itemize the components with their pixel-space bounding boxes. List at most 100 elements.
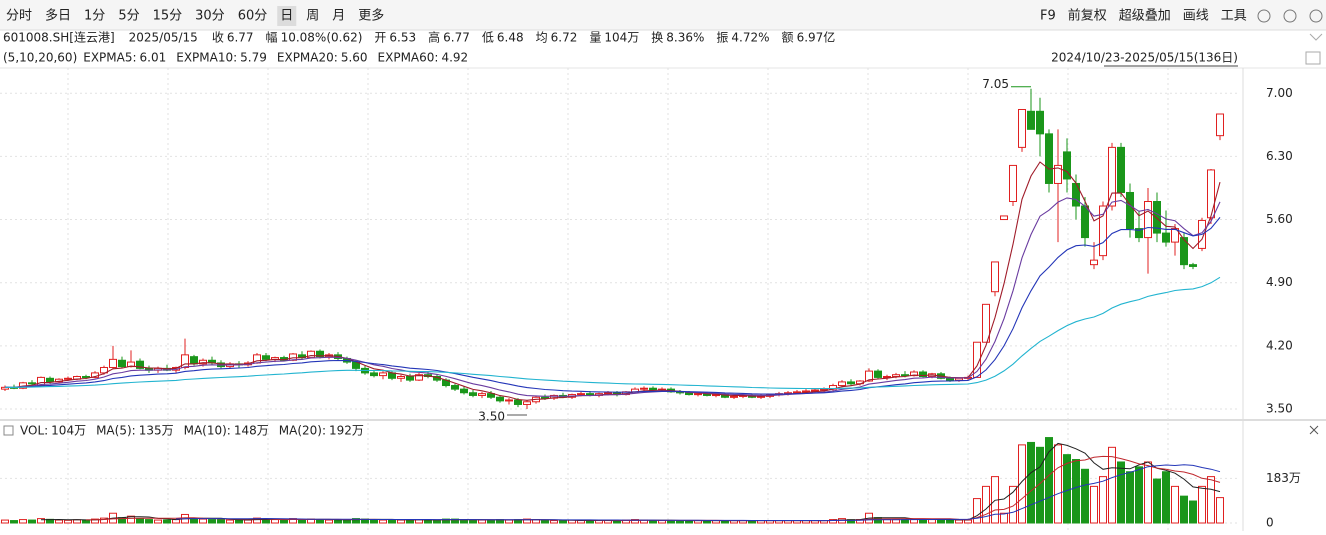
volume-bar	[487, 519, 495, 524]
toolbar-item[interactable]: 月	[332, 9, 345, 24]
info-value: 6.77	[227, 31, 254, 45]
volume-bar	[1009, 485, 1017, 524]
legend-label: EXPMA5:	[83, 51, 136, 65]
toolbar-item[interactable]: 1分	[84, 9, 105, 24]
volume-bar	[667, 520, 675, 524]
collapse-icon[interactable]	[1309, 33, 1323, 41]
volume-bar	[1198, 485, 1206, 524]
candle-body	[865, 370, 873, 382]
candle-body	[469, 392, 477, 396]
candle-body	[577, 393, 585, 396]
candle-body	[136, 360, 144, 369]
candle-body	[118, 359, 126, 368]
volume-bar	[1126, 471, 1134, 524]
close-icon[interactable]	[1309, 9, 1323, 23]
volume-bar	[64, 519, 72, 524]
volume-bar	[982, 485, 990, 524]
candle-body	[316, 350, 324, 358]
wp-icon[interactable]	[1305, 51, 1321, 65]
candle-body	[451, 385, 459, 390]
candle-body	[199, 359, 207, 365]
candle-body	[406, 376, 414, 381]
toolbar-item[interactable]: 画线	[1183, 9, 1209, 24]
candle-body	[262, 355, 270, 360]
volume-bar	[271, 519, 279, 524]
toolbar-item[interactable]: 前复权	[1068, 8, 1107, 24]
vol-checkbox[interactable]	[3, 425, 14, 436]
toolbar-item[interactable]: 60分	[238, 9, 268, 24]
volume-bar	[226, 519, 234, 524]
toolbar-item[interactable]: 超级叠加	[1119, 9, 1171, 24]
info-value: 10.08%(0.62)	[281, 31, 363, 45]
toolbar-item[interactable]: 15分	[153, 9, 183, 24]
candle-body	[919, 371, 927, 378]
volume-bar	[658, 520, 666, 524]
toolbar-item[interactable]: 5分	[118, 9, 139, 24]
settings-icon[interactable]	[1257, 9, 1271, 23]
candle-body	[478, 393, 486, 396]
toolbar-icons[interactable]	[1257, 9, 1323, 435]
toolbar-item[interactable]: 工具	[1221, 9, 1247, 24]
toolbar-item[interactable]: 分时	[6, 9, 32, 24]
candle-body	[874, 370, 882, 378]
volume-bar	[1081, 468, 1089, 524]
volume-bar	[136, 518, 144, 524]
expma-line	[4, 197, 1221, 397]
candle-body	[1000, 215, 1008, 221]
candle-body	[1009, 164, 1017, 203]
volume-bar	[1171, 485, 1179, 524]
annotation-label: 3.50	[478, 409, 505, 423]
date: 2025/05/15	[129, 31, 198, 45]
info-label: 均	[536, 31, 548, 45]
vol-legend-label: MA(20):	[279, 424, 326, 438]
y-tick-label: 3.50	[1266, 401, 1293, 415]
info-label: 低	[482, 31, 494, 45]
vol-legend-label: VOL:	[20, 424, 48, 438]
toolbar-item[interactable]: 30分	[195, 9, 225, 24]
info-label: 振	[716, 31, 728, 45]
volume-bar	[1099, 476, 1107, 524]
toolbar-selected	[277, 6, 297, 26]
volume-bar	[1000, 512, 1008, 524]
volume-bar	[127, 515, 135, 524]
candle-body	[487, 393, 495, 398]
legend-value: 5.60	[341, 51, 368, 65]
candle-body	[640, 387, 648, 390]
candle-body	[910, 371, 918, 377]
toolbar-item[interactable]: 更多	[358, 8, 384, 24]
volume-bar	[82, 519, 90, 524]
candle-body	[46, 377, 54, 383]
info-label: 额	[782, 31, 794, 45]
volume-bar	[1054, 444, 1062, 524]
candle-body	[1216, 113, 1224, 137]
toolbar-item[interactable]: 周	[306, 9, 319, 24]
close-vol-icon[interactable]	[1309, 425, 1319, 435]
volume-bar	[235, 519, 243, 524]
indicator-params: (5,10,20,60)	[3, 51, 77, 65]
volume-bar	[316, 519, 324, 524]
info-value: 6.53	[389, 31, 416, 45]
volume-bar	[451, 518, 459, 524]
legend-value: 6.01	[140, 51, 167, 65]
volume-bar	[1072, 459, 1080, 524]
candle-body	[1099, 205, 1107, 257]
expma-line	[4, 217, 1221, 395]
candle-body	[1135, 228, 1143, 239]
candle-body	[379, 372, 387, 377]
info-value: 4.72%	[731, 31, 769, 45]
candle-body	[100, 366, 108, 374]
volume-bar	[550, 520, 558, 524]
volume-bar	[1, 519, 9, 524]
toolbar-item[interactable]: 日	[280, 9, 293, 24]
candle-body	[811, 389, 819, 392]
volume-bar	[163, 519, 171, 524]
help-icon[interactable]	[1283, 9, 1297, 23]
volume-bar	[1018, 444, 1026, 524]
volume-bar	[1189, 500, 1197, 524]
volume-bar	[541, 520, 549, 524]
toolbar-item[interactable]: 多日	[45, 8, 71, 24]
volume-bar	[19, 519, 27, 524]
volume-bar	[10, 520, 18, 524]
toolbar-item[interactable]: F9	[1040, 9, 1056, 24]
